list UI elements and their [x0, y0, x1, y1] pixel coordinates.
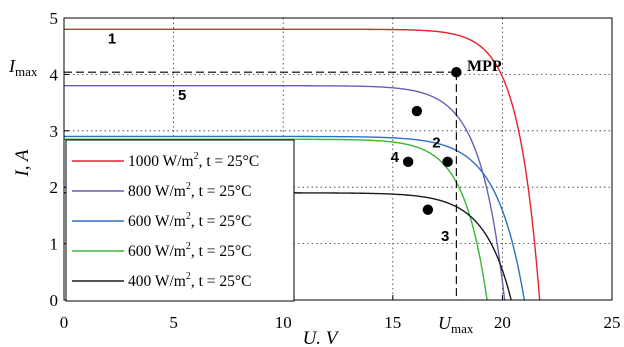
legend-entry: 1000 W/m2, t = 25°C — [128, 151, 259, 170]
y-tick-label: 3 — [50, 122, 59, 141]
curve-4 — [64, 138, 488, 301]
y-tick-label: 4 — [50, 65, 59, 84]
y-tick-label: 1 — [50, 235, 59, 254]
y-axis-label: I, A — [12, 149, 33, 177]
operating-point — [402, 156, 414, 168]
x-axis-label: U. V — [303, 328, 340, 347]
x-tick-label: 15 — [384, 313, 401, 332]
operating-point — [451, 66, 462, 78]
curve-5 — [64, 84, 506, 301]
curve-number-label: 5 — [178, 87, 186, 104]
curve-number-label: 2 — [432, 135, 440, 152]
x-tick-label: 25 — [604, 313, 621, 332]
legend-entry: 600 W/m2, t = 25°C — [128, 241, 251, 260]
i-max-main: I — [8, 56, 16, 76]
y-tick-label: 5 — [50, 9, 59, 28]
curve-1 — [64, 28, 541, 301]
x-tick-label: 5 — [169, 313, 178, 332]
curve-number-label: 4 — [391, 149, 400, 166]
legend-entry: 400 W/m2, t = 25°C — [128, 271, 251, 290]
x-tick-label: 0 — [60, 313, 69, 332]
u-max-main: U — [438, 313, 452, 333]
x-tick-label: 10 — [275, 313, 292, 332]
plot-frame — [63, 17, 613, 301]
i-max-label: Imax — [8, 56, 38, 79]
x-tick-label: 20 — [494, 313, 511, 332]
legend-entry: 600 W/m2, t = 25°C — [128, 211, 251, 230]
curve-number-label: 3 — [441, 228, 449, 245]
mpp-guide-lines — [64, 71, 457, 300]
curves — [64, 28, 541, 301]
mpp-points — [402, 66, 462, 215]
curve-number-label: 1 — [108, 30, 116, 47]
y-tick-label: 0 — [50, 291, 59, 310]
u-max-label: Umax — [438, 313, 474, 336]
legend-entry: 800 W/m2, t = 25°C — [128, 181, 251, 200]
i-max-sub: max — [15, 64, 38, 79]
operating-point — [442, 156, 453, 168]
y-tick-label: 2 — [50, 178, 59, 197]
legend: 1000 W/m2, t = 25°C 800 W/m2, t = 25°C 600… — [65, 139, 295, 302]
operating-point — [422, 204, 434, 215]
u-max-sub: max — [451, 321, 474, 336]
mpp-label: MPP — [467, 58, 502, 75]
operating-point — [411, 105, 423, 117]
curve-2 — [64, 135, 526, 301]
curve-labels: 1 5 2 4 3 — [108, 30, 450, 244]
